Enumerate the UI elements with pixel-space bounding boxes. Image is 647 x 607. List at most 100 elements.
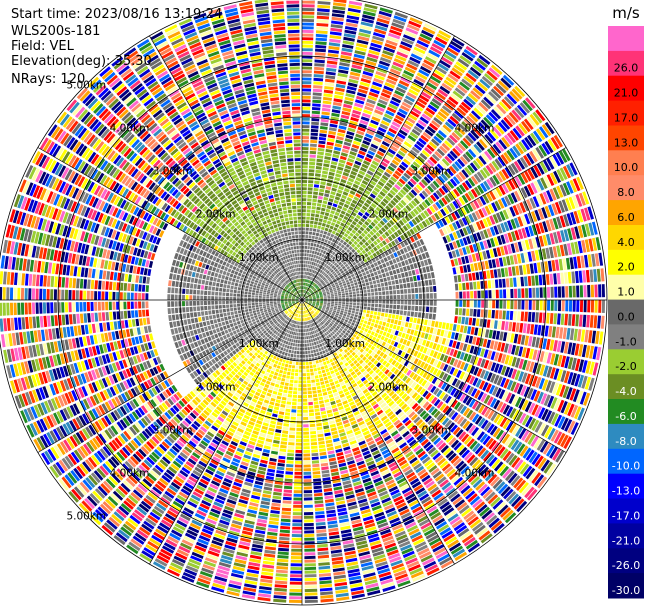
velocity-gate: [479, 219, 486, 229]
velocity-gate: [483, 349, 489, 358]
velocity-gate: [379, 278, 384, 283]
velocity-gate: [390, 340, 395, 346]
velocity-gate: [420, 353, 425, 360]
velocity-gate: [307, 294, 311, 296]
velocity-gate: [579, 391, 587, 405]
velocity-gate: [324, 323, 328, 327]
velocity-gate: [329, 263, 333, 268]
velocity-gate: [497, 268, 502, 278]
velocity-gate: [302, 132, 310, 136]
velocity-gate: [304, 282, 306, 286]
velocity-gate: [370, 202, 377, 209]
velocity-gate: [541, 424, 550, 437]
velocity-gate: [366, 233, 372, 239]
velocity-gate: [326, 141, 334, 146]
velocity-gate: [484, 73, 496, 84]
velocity-gate: [410, 85, 421, 93]
velocity-gate: [475, 337, 481, 346]
velocity-gate: [406, 230, 412, 237]
velocity-gate: [302, 373, 306, 377]
velocity-gate: [408, 88, 419, 96]
velocity-gate: [321, 358, 326, 362]
velocity-gate: [437, 553, 450, 563]
velocity-gate: [303, 417, 309, 420]
velocity-gate: [430, 420, 438, 428]
velocity-gate: [302, 147, 309, 151]
velocity-gate: [331, 556, 344, 562]
velocity-gate: [425, 266, 430, 273]
velocity-gate: [352, 60, 363, 67]
velocity-gate: [297, 402, 302, 406]
velocity-gate: [346, 15, 360, 21]
velocity-gate: [325, 506, 336, 511]
velocity-gate: [303, 321, 305, 325]
velocity-gate: [344, 487, 353, 493]
velocity-gate: [308, 303, 312, 305]
velocity-gate: [452, 349, 458, 358]
velocity-gate: [336, 270, 340, 274]
velocity-gate: [456, 126, 466, 136]
velocity-gate: [371, 116, 381, 123]
velocity-gate: [305, 297, 309, 299]
velocity-gate: [481, 290, 485, 299]
velocity-gate: [366, 98, 376, 105]
velocity-gate: [461, 334, 466, 342]
velocity-gate: [343, 339, 348, 344]
velocity-gate: [371, 212, 377, 218]
velocity-gate: [479, 506, 491, 517]
velocity-gate: [316, 12, 330, 16]
velocity-gate: [312, 326, 316, 330]
velocity-gate: [384, 238, 390, 244]
velocity-gate: [398, 390, 405, 397]
velocity-gate: [518, 482, 529, 494]
velocity-gate: [423, 176, 431, 184]
velocity-gate: [417, 155, 426, 163]
velocity-gate: [343, 313, 347, 317]
velocity-gate: [335, 83, 346, 89]
velocity-gate: [525, 97, 536, 109]
velocity-gate: [448, 134, 458, 144]
velocity-gate: [393, 433, 401, 440]
velocity-gate: [538, 274, 543, 286]
velocity-gate: [393, 527, 405, 535]
velocity-gate: [306, 283, 309, 287]
velocity-gate: [359, 119, 369, 126]
velocity-gate: [425, 56, 437, 65]
velocity-gate: [421, 113, 432, 122]
velocity-gate: [395, 114, 405, 122]
velocity-gate: [314, 52, 326, 56]
velocity-gate: [461, 507, 472, 517]
velocity-gate: [302, 81, 312, 85]
velocity-gate: [533, 262, 538, 274]
velocity-gate: [519, 323, 524, 333]
velocity-gate: [431, 120, 441, 128]
velocity-gate: [436, 401, 444, 409]
velocity-gate: [402, 515, 413, 523]
velocity-gate: [286, 464, 294, 468]
velocity-gate: [348, 307, 352, 310]
velocity-gate: [321, 174, 328, 178]
velocity-gate: [476, 171, 485, 181]
velocity-gate: [304, 249, 307, 253]
velocity-gate: [481, 207, 488, 217]
velocity-gate: [530, 182, 538, 194]
velocity-gate: [303, 329, 306, 333]
velocity-gate: [351, 220, 357, 226]
velocity-gate: [310, 306, 313, 310]
velocity-gate: [286, 456, 294, 461]
velocity-gate: [316, 382, 321, 386]
velocity-gate: [397, 343, 402, 349]
velocity-gate: [311, 353, 314, 357]
velocity-gate: [432, 343, 438, 350]
velocity-gate: [323, 284, 327, 287]
velocity-gate: [395, 422, 403, 429]
velocity-gate: [451, 67, 463, 77]
velocity-gate: [308, 180, 314, 184]
velocity-gate: [378, 463, 387, 470]
velocity-gate: [307, 249, 310, 253]
velocity-gate: [427, 334, 433, 341]
velocity-gate: [449, 348, 455, 356]
velocity-gate: [353, 300, 357, 303]
velocity-gate: [358, 382, 364, 388]
velocity-gate: [499, 300, 503, 309]
